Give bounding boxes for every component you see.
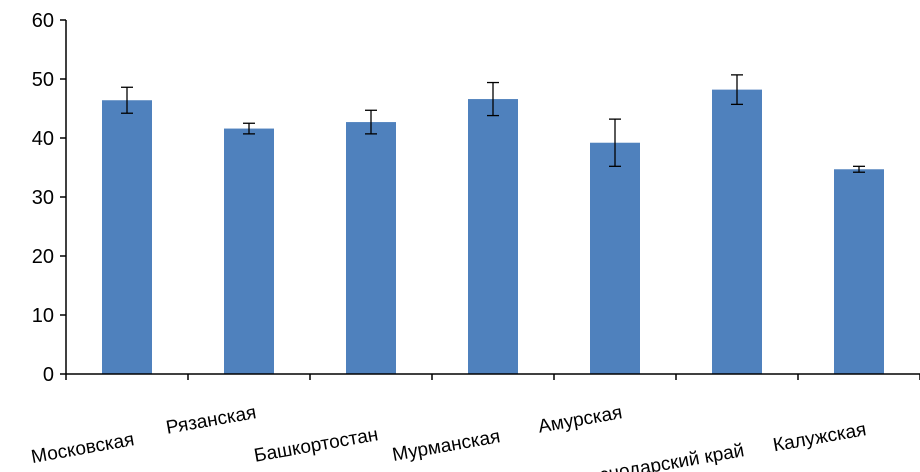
error-bar: [121, 86, 133, 114]
y-tick-label: 10: [32, 305, 54, 327]
error-bar: [731, 74, 743, 106]
x-category-label: Калужская: [771, 419, 867, 456]
error-bar: [609, 118, 621, 167]
bar: [102, 100, 152, 375]
error-bar: [487, 81, 499, 117]
y-tick-label: 30: [32, 187, 54, 209]
bar: [712, 89, 762, 375]
y-tick-label: 40: [32, 128, 54, 150]
error-bar: [243, 122, 255, 135]
bar: [834, 169, 884, 374]
y-tick-label: 0: [43, 364, 54, 386]
y-tick-label: 20: [32, 246, 54, 268]
x-category-label: Мурманская: [391, 426, 502, 466]
x-category-label: Московская: [30, 429, 136, 468]
y-tick-label: 60: [32, 10, 54, 32]
y-axis: 0 10 20 30 40 50 60: [32, 10, 67, 386]
x-category-label: Краснодарский край: [566, 440, 746, 472]
error-bars: [121, 74, 865, 173]
error-bar: [365, 109, 377, 135]
bars: [102, 89, 884, 375]
x-category-label: Рязанская: [164, 402, 257, 439]
error-bar: [853, 165, 865, 173]
bar: [468, 99, 518, 374]
bar: [346, 122, 396, 374]
y-tick-label: 50: [32, 69, 54, 91]
bar: [590, 142, 640, 374]
bar: [224, 128, 274, 374]
x-category-label: Амурская: [537, 402, 624, 437]
x-category-label: Башкортостан: [253, 424, 380, 466]
